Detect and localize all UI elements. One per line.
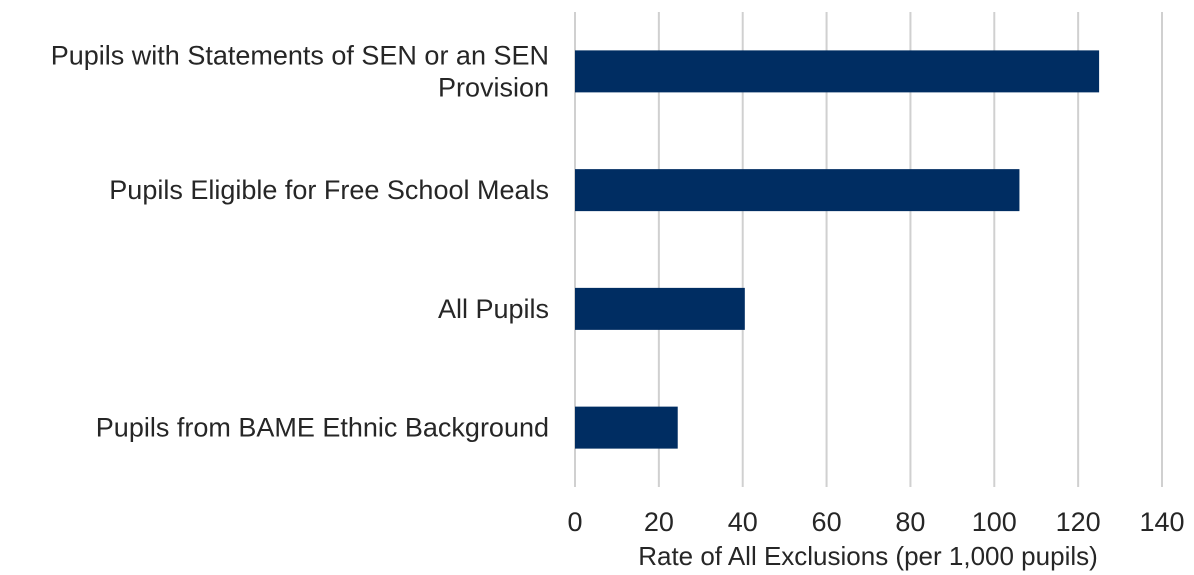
x-tick-label: 20 [644,507,674,537]
x-tick-label: 40 [728,507,758,537]
x-axis-title: Rate of All Exclusions (per 1,000 pupils… [638,541,1098,571]
bar [575,50,1100,93]
category-label: Pupils Eligible for Free School Meals [109,175,549,205]
bar [575,406,678,449]
category-label: Provision [438,72,549,102]
bar [575,169,1020,212]
category-label: Pupils from BAME Ethnic Background [96,413,549,443]
x-tick-label: 100 [972,507,1017,537]
category-label: Pupils with Statements of SEN or an SEN [51,40,549,70]
category-label: All Pupils [438,294,549,324]
category-labels: Pupils with Statements of SEN or an SENP… [51,40,549,442]
x-tick-label: 140 [1139,507,1184,537]
x-tick-label: 60 [812,507,842,537]
bar [575,287,745,330]
bars [575,50,1100,449]
x-tick-label: 120 [1056,507,1101,537]
x-tick-label: 0 [567,507,582,537]
x-tick-label: 80 [895,507,925,537]
x-tick-labels: 0 20 40 60 80 100 120 140 [567,507,1184,537]
